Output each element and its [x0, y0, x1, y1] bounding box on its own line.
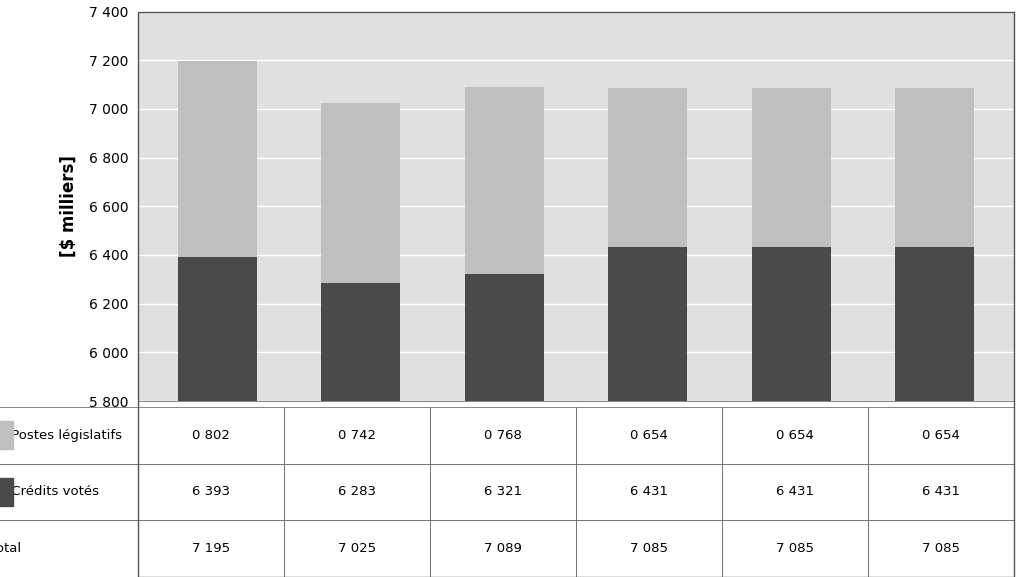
- Bar: [895, 88, 974, 248]
- Bar: [752, 248, 830, 577]
- Bar: [752, 88, 830, 248]
- Bar: [178, 61, 257, 257]
- Bar: [608, 88, 687, 248]
- Bar: [465, 274, 544, 577]
- Bar: [178, 257, 257, 577]
- Bar: [322, 103, 400, 283]
- Bar: [465, 87, 544, 274]
- Bar: [0, 421, 12, 449]
- Bar: [0, 478, 12, 506]
- Bar: [322, 283, 400, 577]
- Bar: [608, 248, 687, 577]
- Y-axis label: [$ milliers]: [$ milliers]: [59, 155, 78, 257]
- Bar: [895, 248, 974, 577]
